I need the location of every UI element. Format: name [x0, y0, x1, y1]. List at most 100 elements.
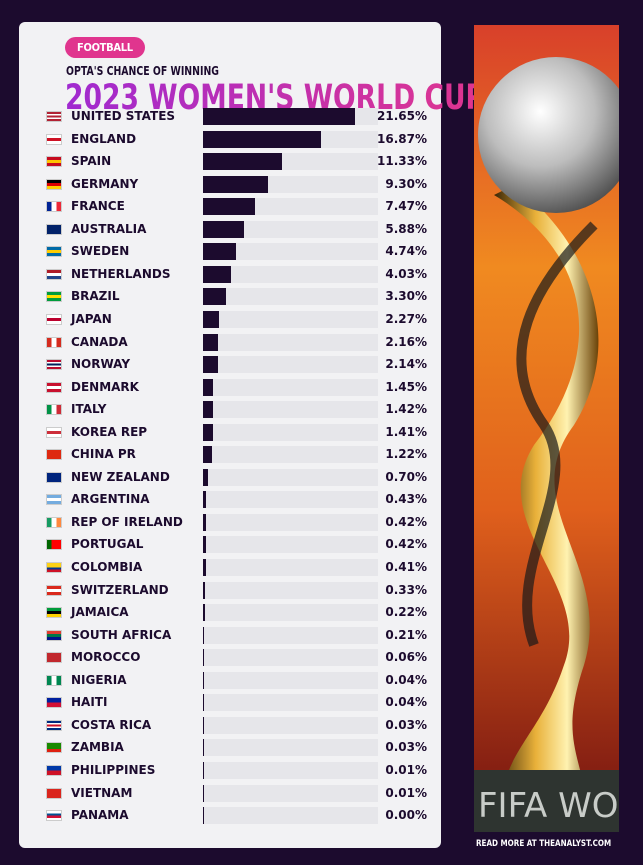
value-label: 4.03%	[385, 266, 427, 281]
bar	[203, 265, 232, 283]
flag-icon	[46, 336, 62, 348]
trophy-base-text: FIFA WOM	[478, 786, 619, 826]
country-label: NIGERIA	[71, 672, 127, 687]
bar-track	[203, 468, 378, 486]
bar-track	[203, 649, 378, 667]
country-label: NETHERLANDS	[71, 266, 171, 281]
category-tag[interactable]: FOOTBALL	[65, 37, 145, 58]
bar-row: ITALY 1.42%	[19, 399, 441, 421]
bar	[203, 108, 355, 125]
bar	[203, 446, 212, 464]
value-label: 0.33%	[385, 582, 427, 597]
bar	[203, 333, 219, 351]
value-label: 0.00%	[385, 808, 427, 823]
bar	[203, 784, 204, 802]
value-label: 0.01%	[385, 762, 427, 777]
bar	[203, 468, 208, 486]
bar-track	[203, 694, 378, 712]
bar	[203, 423, 213, 441]
country-label: CANADA	[71, 334, 128, 349]
flag-icon	[46, 584, 62, 596]
bar-row: PORTUGAL 0.42%	[19, 534, 441, 556]
country-label: BRAZIL	[71, 289, 120, 304]
flag-icon	[46, 516, 62, 528]
bar-row: UNITED STATES 21.65%	[19, 106, 441, 128]
country-label: NEW ZEALAND	[71, 469, 170, 484]
bar-track	[203, 761, 378, 779]
country-label: COSTA RICA	[71, 717, 152, 732]
country-label: ENGLAND	[71, 131, 137, 146]
country-label: JAMAICA	[71, 605, 129, 620]
country-label: FRANCE	[71, 199, 125, 214]
value-label: 0.22%	[385, 605, 427, 620]
bar	[203, 401, 213, 419]
flag-icon	[46, 381, 62, 393]
bar	[203, 739, 204, 757]
bar-track	[203, 626, 378, 644]
bar-row: GERMANY 9.30%	[19, 174, 441, 196]
bar	[203, 716, 204, 734]
bar	[203, 807, 204, 825]
value-label: 1.41%	[385, 424, 427, 439]
bar-track	[203, 220, 378, 238]
bar-track	[203, 243, 378, 261]
bar-row: HAITI 0.04%	[19, 692, 441, 714]
flag-icon	[46, 494, 62, 506]
bar	[203, 581, 206, 599]
bar	[203, 175, 269, 193]
bar-row: MOROCCO 0.06%	[19, 647, 441, 669]
country-label: GERMANY	[71, 176, 139, 191]
bar	[203, 491, 206, 509]
value-label: 4.74%	[385, 244, 427, 259]
bar-row: COSTA RICA 0.03%	[19, 715, 441, 737]
value-label: 0.43%	[385, 492, 427, 507]
bar-track	[203, 536, 378, 554]
bar	[203, 130, 322, 148]
bar-row: SOUTH AFRICA 0.21%	[19, 625, 441, 647]
value-label: 9.30%	[385, 176, 427, 191]
value-label: 0.42%	[385, 514, 427, 529]
bar-track	[203, 198, 378, 216]
country-label: UNITED STATES	[71, 109, 176, 123]
value-label: 3.30%	[385, 289, 427, 304]
bar-track	[203, 671, 378, 689]
flag-icon	[46, 719, 62, 731]
country-label: REP OF IRELAND	[71, 514, 183, 529]
country-label: KOREA REP	[71, 424, 148, 439]
bar-track	[203, 265, 378, 283]
bar-row: ENGLAND 16.87%	[19, 129, 441, 151]
bar-row: PANAMA 0.00%	[19, 805, 441, 827]
value-label: 0.03%	[385, 740, 427, 755]
bar-track	[203, 356, 378, 374]
country-label: NORWAY	[71, 357, 131, 372]
bar-row: BRAZIL 3.30%	[19, 286, 441, 308]
flag-icon	[46, 539, 62, 551]
value-label: 2.27%	[385, 311, 427, 326]
bar-row: NORWAY 2.14%	[19, 354, 441, 376]
value-label: 0.06%	[385, 650, 427, 665]
flag-icon	[46, 764, 62, 776]
read-more-link[interactable]: READ MORE AT THEANALYST.COM	[476, 839, 612, 849]
bar	[203, 649, 204, 667]
flag-icon	[46, 810, 62, 822]
bar-track	[203, 333, 378, 351]
country-label: SWITZERLAND	[71, 582, 169, 597]
bar-track	[203, 604, 378, 622]
bar	[203, 626, 205, 644]
flag-icon	[46, 156, 62, 168]
bar	[203, 694, 204, 712]
value-label: 0.04%	[385, 695, 427, 710]
value-label: 0.01%	[385, 785, 427, 800]
flag-icon	[46, 178, 62, 190]
value-label: 0.41%	[385, 560, 427, 574]
bar-row: AUSTRALIA 5.88%	[19, 219, 441, 241]
bar	[203, 243, 237, 261]
bar-track	[203, 175, 378, 193]
bar-row: CHINA PR 1.22%	[19, 444, 441, 466]
flag-icon	[46, 291, 62, 303]
value-label: 0.70%	[385, 469, 427, 484]
bar-track	[203, 401, 378, 419]
bar-track	[203, 739, 378, 757]
value-label: 1.45%	[385, 379, 427, 394]
bar-row: REP OF IRELAND 0.42%	[19, 512, 441, 534]
